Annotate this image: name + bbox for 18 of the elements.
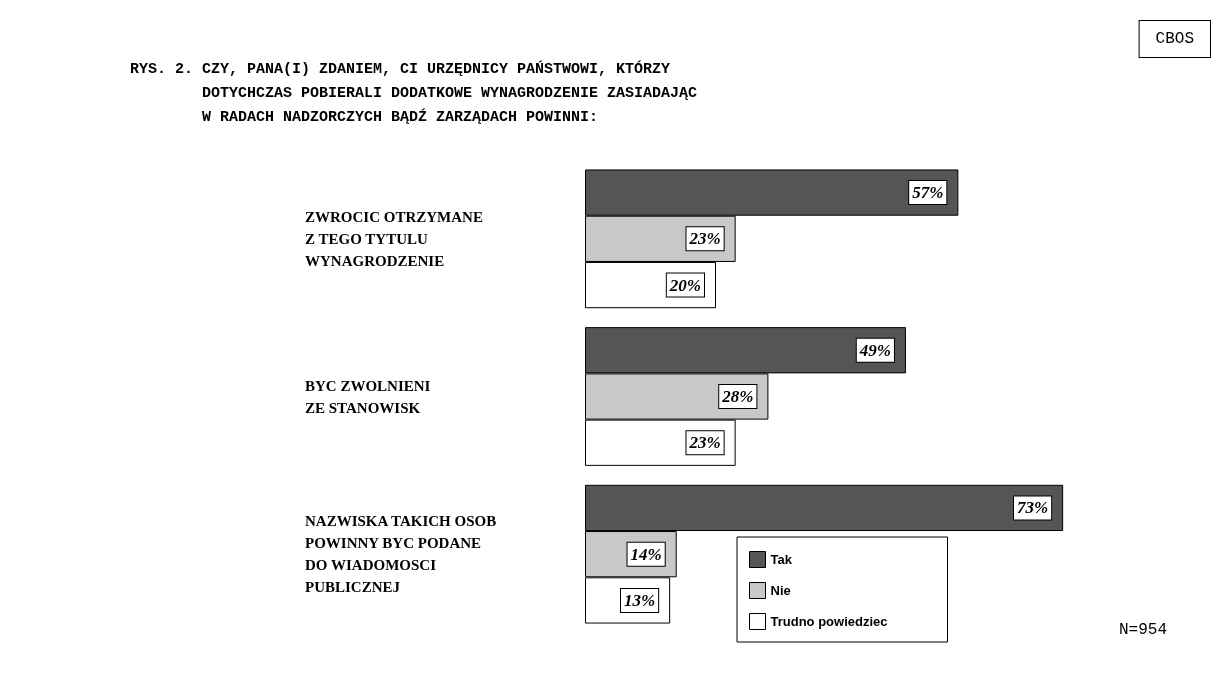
y-tick-label: NAZWISKA TAKICH OSOB POWINNY BYC PODANE DO WIADOMOSCI PUBLICZNEJ — [305, 513, 497, 596]
data-label: 73% — [1016, 498, 1049, 518]
legend-label: Tak — [770, 552, 793, 567]
text: N=954 — [1118, 621, 1168, 639]
data-label: 14% — [630, 544, 662, 564]
data-label: 57% — [912, 183, 944, 203]
y-tick-label: ZWROCIC OTRZYMANE Z TEGO TYTULU WYNAGRODZENIE — [305, 208, 483, 269]
legend-label: Nie — [770, 583, 791, 598]
data-label: 13% — [623, 590, 656, 610]
y-tick-label: BYC ZWOLNIENI ZE STANOWISK — [305, 377, 431, 416]
data-label: 23% — [688, 433, 721, 453]
text: RYS. 2. CZY, PANA(I) ZDANIEM, CI URZĘDNICY PAŃSTWOWI, KTÓRZY DOTYCHCZAS POBIERALI DODATKOWE WYNAGRODZENIE ZASIADAJĄC W RADACH NADZORCZYCH BĄDŹ ZARZĄDACH POWINNI: — [130, 59, 698, 126]
text: CBOS — [1155, 30, 1194, 48]
data-label: 20% — [668, 275, 701, 295]
data-label: 28% — [721, 387, 754, 406]
legend-label: Trudno powiedziec — [770, 614, 888, 629]
data-label: 23% — [688, 229, 721, 249]
data-label: 49% — [858, 340, 891, 360]
